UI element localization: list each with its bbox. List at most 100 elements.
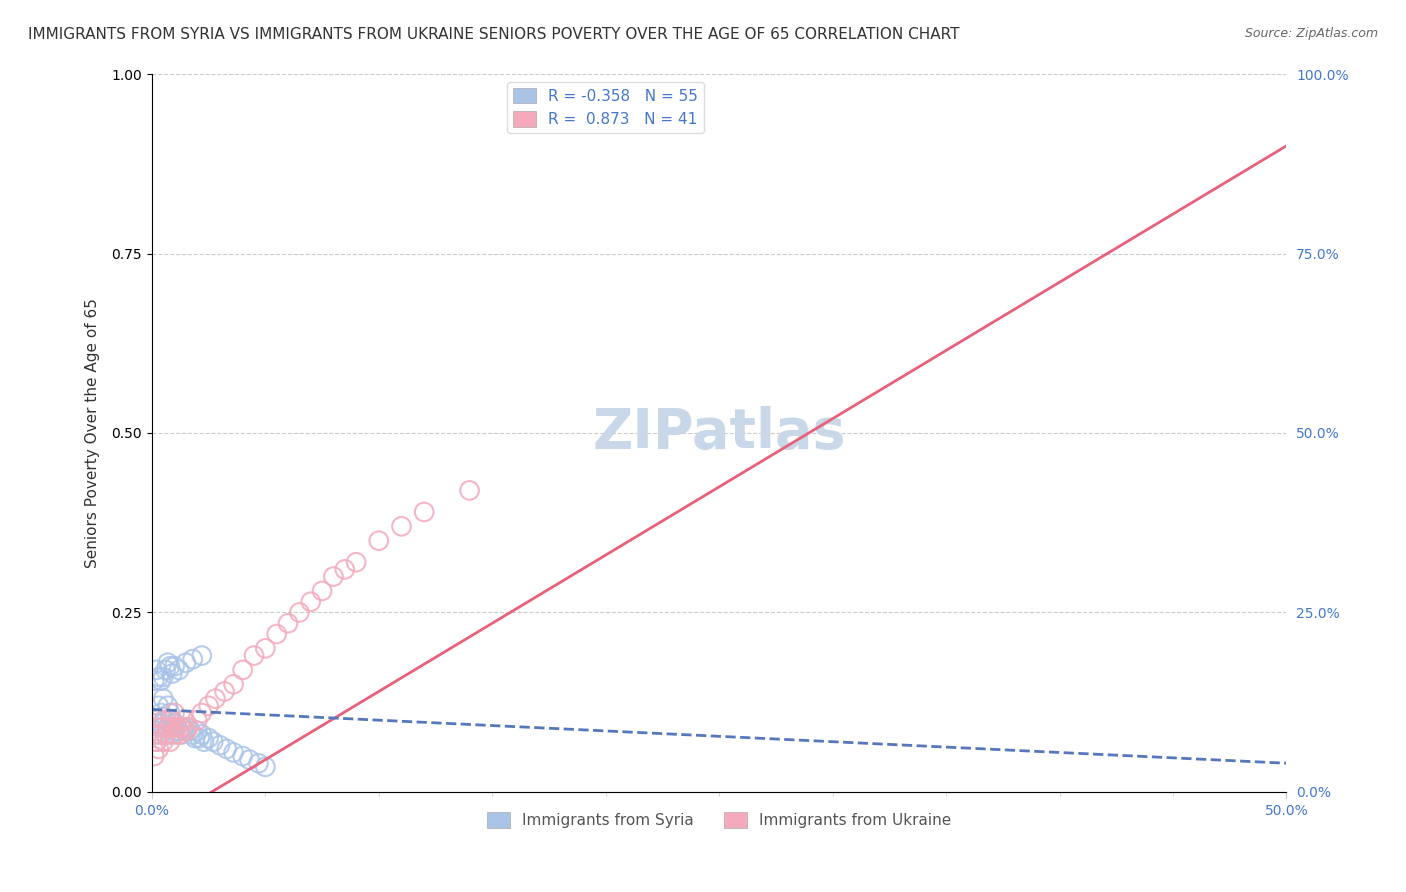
Point	[391, 519, 413, 533]
Point	[174, 723, 197, 738]
Text: ZIPatlas: ZIPatlas	[592, 406, 846, 460]
Point	[367, 533, 389, 548]
Point	[177, 720, 200, 734]
Point	[173, 713, 195, 727]
Point	[145, 735, 167, 749]
Point	[167, 727, 190, 741]
Point	[243, 648, 266, 663]
Point	[458, 483, 481, 498]
Point	[163, 716, 186, 731]
Text: IMMIGRANTS FROM SYRIA VS IMMIGRANTS FROM UKRAINE SENIORS POVERTY OVER THE AGE OF: IMMIGRANTS FROM SYRIA VS IMMIGRANTS FROM…	[28, 27, 960, 42]
Point	[174, 723, 197, 738]
Point	[177, 720, 200, 734]
Point	[222, 746, 245, 760]
Point	[163, 727, 186, 741]
Point	[167, 723, 190, 738]
Point	[208, 739, 231, 753]
Point	[191, 727, 214, 741]
Point	[155, 727, 177, 741]
Point	[186, 723, 208, 738]
Point	[152, 691, 174, 706]
Point	[204, 691, 226, 706]
Point	[163, 659, 186, 673]
Point	[156, 698, 179, 713]
Point	[222, 677, 245, 691]
Point	[159, 659, 181, 673]
Point	[143, 749, 166, 764]
Point	[148, 720, 170, 734]
Point	[155, 727, 177, 741]
Point	[159, 727, 181, 741]
Point	[166, 720, 188, 734]
Point	[202, 735, 225, 749]
Legend: Immigrants from Syria, Immigrants from Ukraine: Immigrants from Syria, Immigrants from U…	[481, 806, 957, 835]
Point	[214, 684, 236, 698]
Point	[152, 713, 174, 727]
Point	[162, 666, 184, 681]
Point	[266, 627, 288, 641]
Point	[197, 698, 219, 713]
Point	[155, 663, 177, 677]
Point	[152, 735, 174, 749]
Point	[148, 742, 170, 756]
Point	[163, 723, 186, 738]
Point	[162, 713, 184, 727]
Point	[179, 723, 201, 738]
Point	[166, 720, 188, 734]
Point	[170, 720, 193, 734]
Point	[193, 735, 215, 749]
Point	[232, 749, 254, 764]
Point	[162, 720, 184, 734]
Point	[191, 648, 214, 663]
Text: Source: ZipAtlas.com: Source: ZipAtlas.com	[1244, 27, 1378, 40]
Point	[159, 713, 181, 727]
Point	[322, 569, 344, 583]
Point	[145, 663, 167, 677]
Point	[148, 670, 170, 684]
Point	[152, 720, 174, 734]
Point	[156, 656, 179, 670]
Point	[254, 760, 277, 774]
Point	[299, 595, 322, 609]
Point	[156, 720, 179, 734]
Point	[288, 606, 311, 620]
Point	[311, 583, 333, 598]
Point	[188, 731, 211, 745]
Point	[167, 663, 190, 677]
Point	[149, 720, 172, 734]
Point	[215, 742, 238, 756]
Point	[149, 706, 172, 720]
Point	[238, 753, 260, 767]
Point	[159, 706, 181, 720]
Point	[159, 735, 181, 749]
Point	[145, 713, 167, 727]
Point	[152, 670, 174, 684]
Point	[232, 663, 254, 677]
Point	[163, 706, 186, 720]
Point	[277, 616, 299, 631]
Point	[247, 756, 270, 771]
Point	[155, 713, 177, 727]
Point	[174, 656, 197, 670]
Point	[143, 727, 166, 741]
Point	[344, 555, 367, 569]
Point	[333, 562, 356, 576]
Point	[143, 673, 166, 688]
Point	[145, 735, 167, 749]
Point	[148, 727, 170, 741]
Point	[149, 673, 172, 688]
Point	[148, 698, 170, 713]
Point	[197, 731, 219, 745]
Point	[181, 652, 204, 666]
Point	[184, 731, 207, 745]
Point	[173, 720, 195, 734]
Point	[413, 505, 436, 519]
Y-axis label: Seniors Poverty Over the Age of 65: Seniors Poverty Over the Age of 65	[86, 298, 100, 568]
Point	[186, 713, 208, 727]
Point	[156, 720, 179, 734]
Point	[170, 727, 193, 741]
Point	[162, 720, 184, 734]
Point	[149, 727, 172, 741]
Point	[254, 641, 277, 656]
Point	[181, 727, 204, 741]
